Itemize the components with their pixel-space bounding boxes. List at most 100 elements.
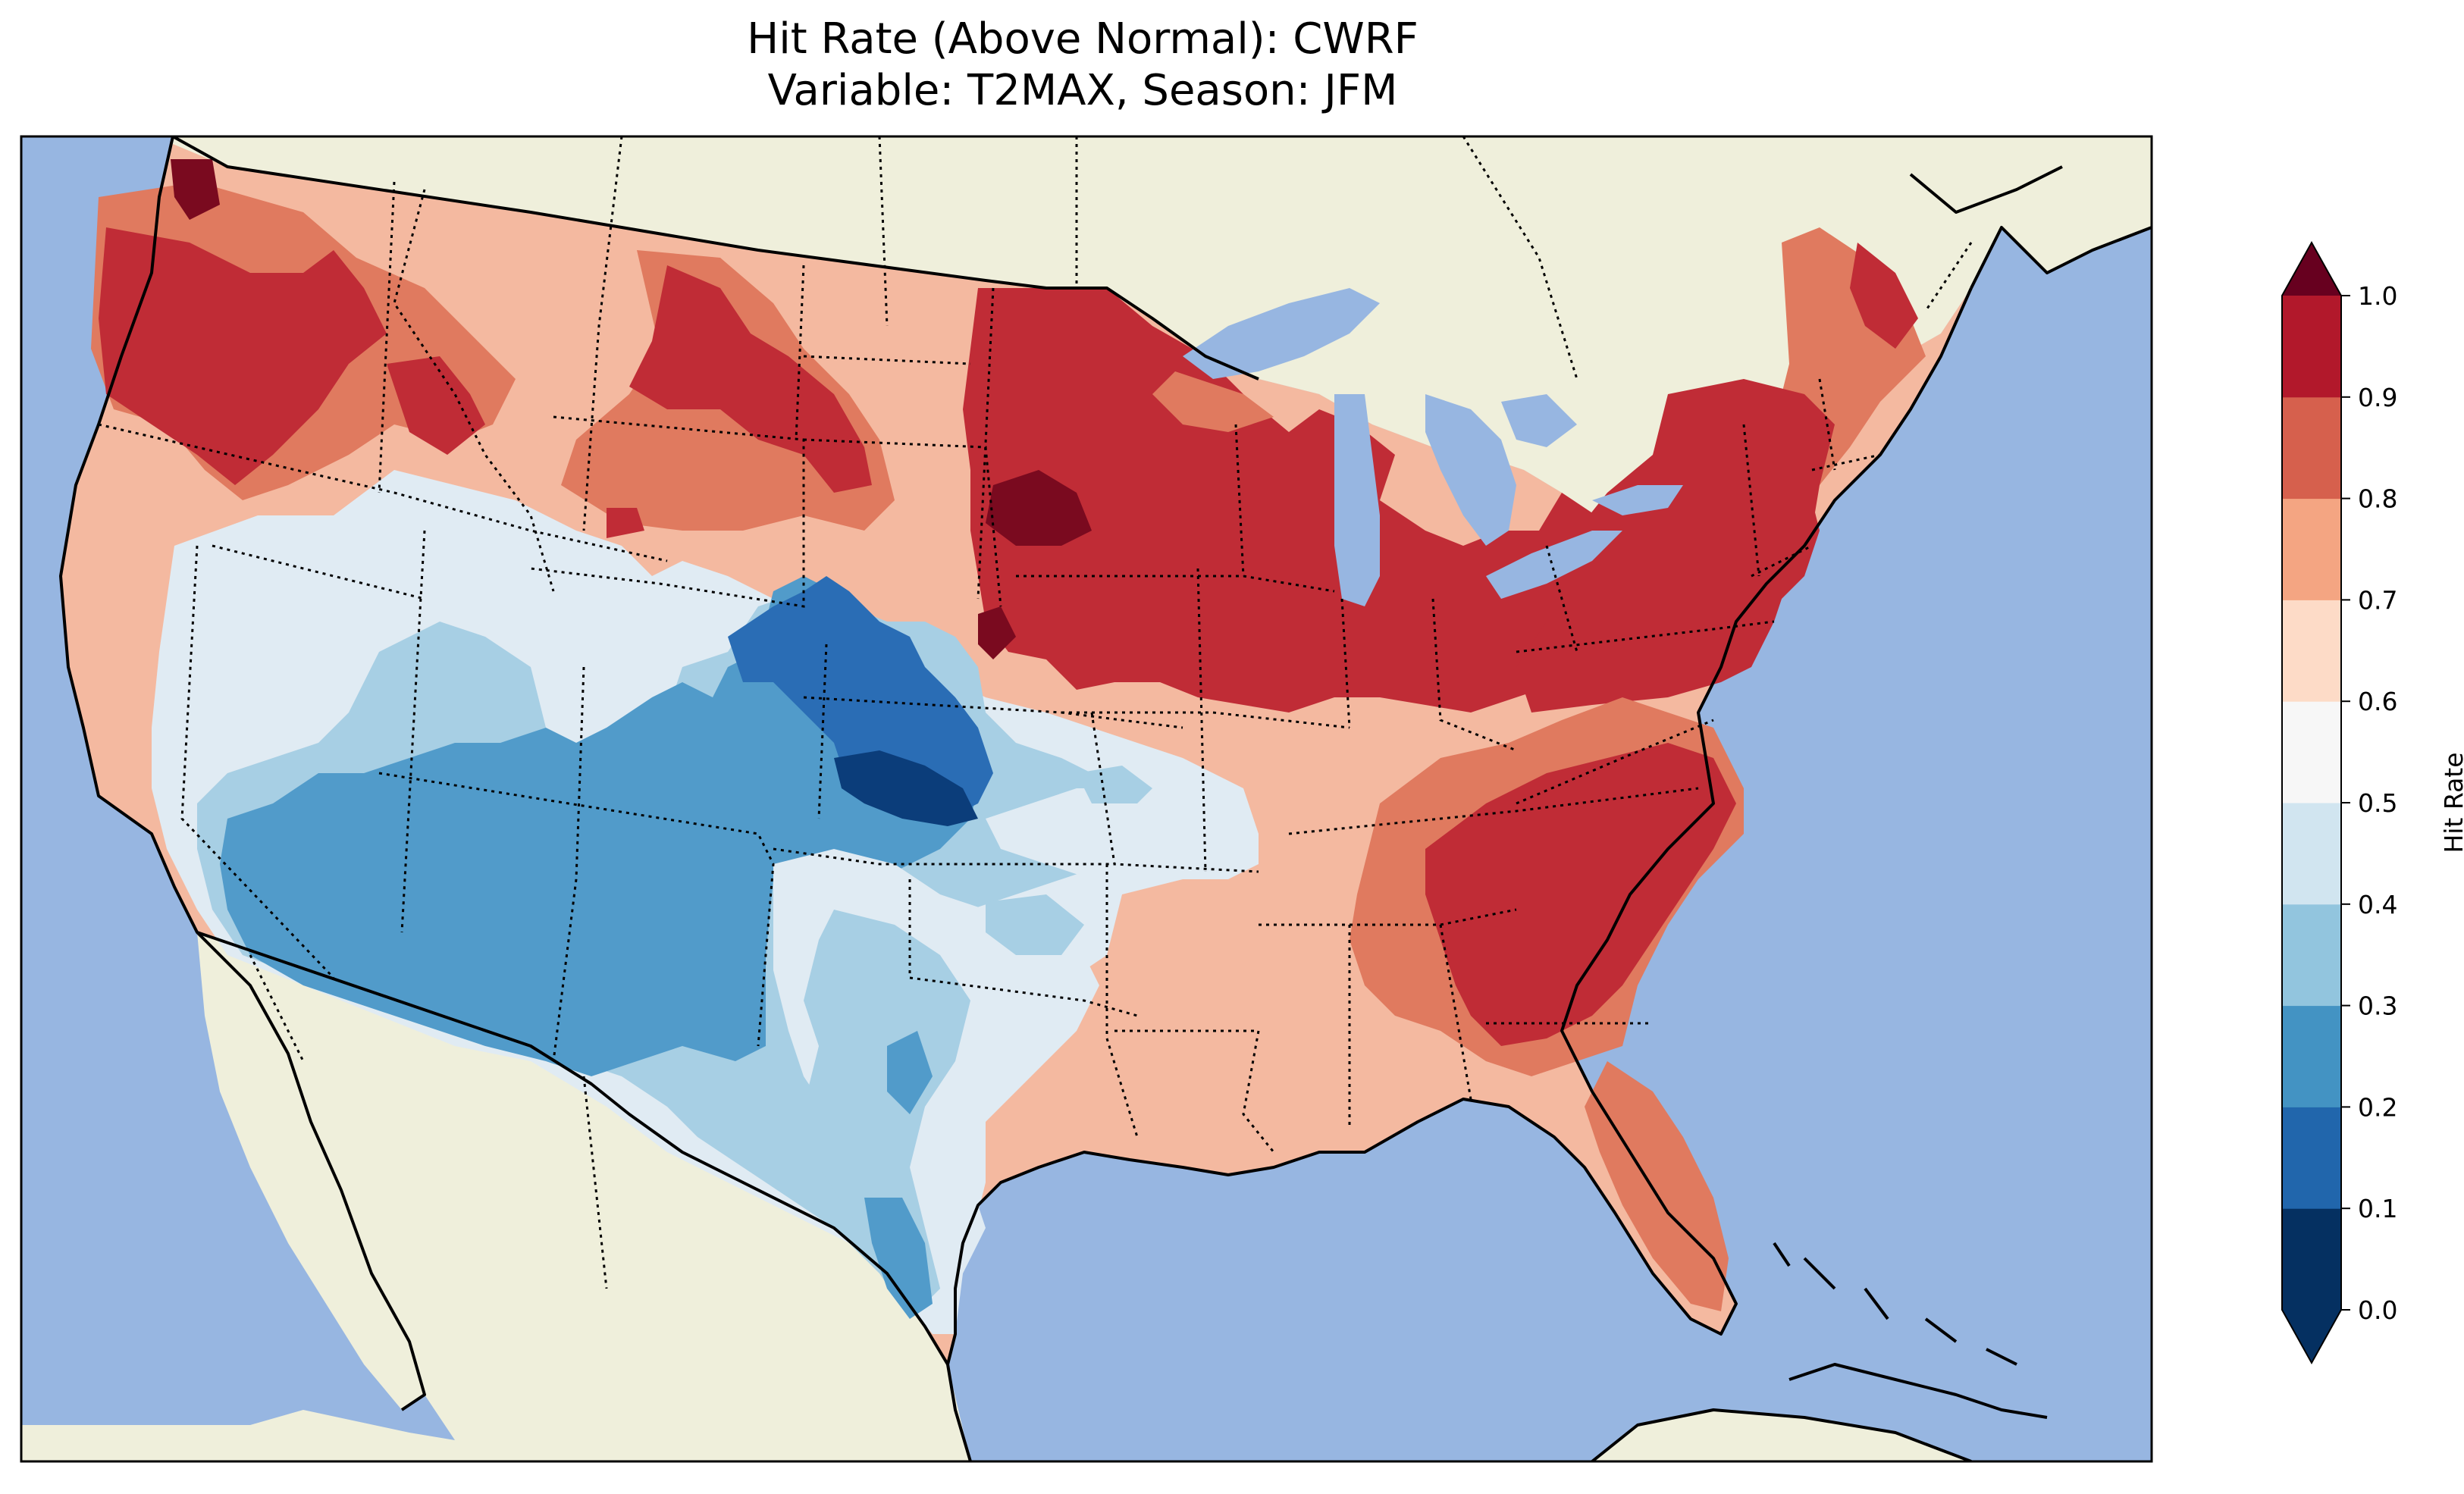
- border-dakotas-mn: [803, 355, 971, 365]
- border-az-nm: [552, 666, 585, 1062]
- region-montana-cell: [607, 508, 644, 538]
- colorbar-tick-label: 0.5: [2358, 788, 2397, 818]
- colorbar-tick-label: 0.6: [2358, 687, 2397, 716]
- border-nv-ut: [212, 544, 425, 600]
- border-ut-az: [400, 530, 426, 933]
- coastline-atlantic-gulf: [946, 287, 1973, 1461]
- border-mo-ky-tn: [1061, 711, 1350, 729]
- coastlines: [59, 136, 2152, 1461]
- colorbar-extend-min: [2282, 1310, 2341, 1363]
- colorbar-tick-label: 0.8: [2358, 484, 2397, 514]
- region-colorado-front-range: [728, 576, 993, 819]
- region-upper-midwest-edge: [1152, 371, 1274, 432]
- region-oklahoma-cell: [1077, 766, 1152, 803]
- region-idaho-panhandle: [387, 356, 485, 455]
- colorbar-tick-label: 0.9: [2358, 383, 2397, 412]
- region-florida: [1585, 1061, 1729, 1311]
- coastline-conus: [59, 136, 426, 1411]
- lake-superior: [1183, 288, 1380, 379]
- state-borders: [98, 136, 1973, 1289]
- region-colorado-core: [834, 750, 978, 826]
- colorbar-bin: [2282, 803, 2341, 905]
- border-us-mexico: [196, 931, 949, 1366]
- border-dakotas-ne: [977, 287, 995, 600]
- chart-title-line1: Hit Rate (Above Normal): CWRF: [747, 14, 1419, 64]
- colorbar-bin: [2282, 498, 2341, 600]
- colorbar-tick-label: 0.1: [2358, 1194, 2397, 1223]
- lake-erie: [1486, 531, 1622, 599]
- chart-title-line2: Variable: T2MAX, Season: JFM: [767, 66, 1398, 115]
- border-mexico-states-a: [249, 954, 305, 1062]
- region-kansas-cell: [986, 894, 1084, 955]
- region-south-texas: [887, 1031, 933, 1114]
- border-ne-ks: [817, 644, 828, 819]
- colorbar-bin: [2282, 1208, 2341, 1311]
- colorbar-extend-max: [2282, 243, 2341, 296]
- caribbean-islands: [1773, 1242, 2017, 1366]
- border-quebec-maritimes: [1924, 242, 1973, 312]
- lake-huron: [1425, 394, 1516, 546]
- border-oh-pa: [1431, 598, 1517, 752]
- colorbar-bin: [2282, 600, 2341, 702]
- border-vt-nh-me: [1742, 424, 1760, 577]
- border-ca-nv: [180, 545, 335, 979]
- border-mt-wy-nd-sd: [530, 415, 805, 608]
- lake-michigan: [1334, 394, 1380, 606]
- georgian-bay: [1501, 394, 1577, 447]
- colorbar-tick-label: 0.7: [2358, 585, 2397, 615]
- colorbar-tick-label: 0.3: [2358, 991, 2397, 1021]
- colorbar-axis-label: Hit Rate: [2439, 752, 2464, 853]
- colorbar-bin: [2282, 296, 2341, 398]
- colorbar-tick-label: 0.4: [2358, 890, 2397, 919]
- region-pacific-northwest-core: [99, 227, 387, 485]
- bahamas-island-d: [1924, 1317, 1958, 1343]
- border-ar-la: [1105, 864, 1139, 1138]
- border-nh-me: [1818, 378, 1836, 471]
- hit-rate-raster: [61, 144, 1971, 1364]
- colorbar-bin: [2282, 701, 2341, 803]
- coastline-gulf-of-st-lawrence: [1909, 165, 2063, 214]
- border-wa-or-id: [378, 181, 396, 493]
- border-canada-provinces-a: [878, 136, 889, 327]
- great-lakes: [1183, 288, 1683, 606]
- border-mexico-states-b: [582, 1076, 608, 1289]
- bahamas-island-e: [1986, 1348, 2017, 1366]
- coastline-newfoundland-quebec: [1970, 226, 2152, 289]
- map-panel: [21, 136, 2152, 1461]
- border-ky-tn: [1288, 787, 1699, 835]
- region-texas-panhandle: [804, 910, 970, 1304]
- colorbar: 0.0 0.1 0.2 0.3 0.4 0.5 0.6 0.7 0.8 0.9 1.0 Hit Rat…: [2281, 240, 2464, 1365]
- colorbar-bin: [2282, 1005, 2341, 1107]
- region-lower-rio-grande: [864, 1198, 933, 1319]
- coastline-cuba: [1788, 1363, 2048, 1419]
- region-oklahoma: [986, 788, 1259, 879]
- region-south-dakota-core: [986, 470, 1092, 546]
- colorbar-bin: [2282, 1107, 2341, 1209]
- colorbar-tick-label: 0.0: [2358, 1295, 2397, 1325]
- yucatan-and-caribbean-land: [1592, 1410, 1971, 1461]
- colorbar-tick-label: 0.2: [2358, 1092, 2397, 1122]
- colorbar-bin: [2282, 396, 2341, 500]
- region-montana-core: [629, 265, 872, 493]
- border-us-canada-line: [172, 136, 1259, 381]
- border-ut-co-nm: [378, 772, 775, 1047]
- border-il-in: [1234, 424, 1245, 577]
- baja-peninsula: [197, 932, 425, 1410]
- border-ia-mo: [1090, 712, 1259, 873]
- region-maine: [1850, 243, 1918, 349]
- region-new-york-pennsylvania: [1516, 379, 1835, 713]
- region-nebraska-cell: [978, 606, 1016, 659]
- border-mo-ar: [1114, 1029, 1275, 1153]
- border-pa-md: [1545, 545, 1578, 653]
- border-or-wa-id-mt: [98, 423, 668, 562]
- colorbar-tick-label: 1.0: [2358, 281, 2397, 311]
- border-canada-provinces-c: [1462, 136, 1578, 380]
- border-co-ks-ok: [773, 847, 1114, 866]
- coastline-mexico-east: [1591, 1408, 1972, 1461]
- colorbar-bin: [2282, 904, 2341, 1007]
- map-frame: [20, 135, 2153, 1463]
- border-mt-nd: [795, 265, 805, 440]
- bahamas-island-b: [1803, 1257, 1836, 1290]
- bahamas-island-c: [1864, 1287, 1889, 1320]
